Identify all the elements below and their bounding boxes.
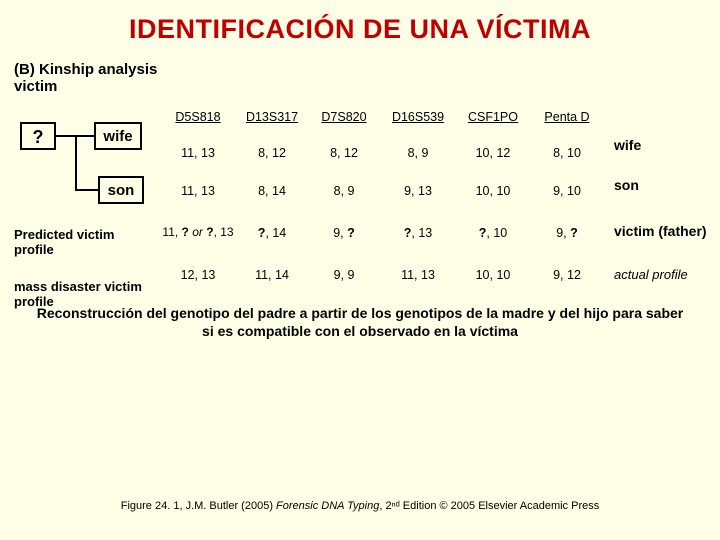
col-header: D16S539 (380, 110, 456, 124)
row-label-right: actual profile (614, 268, 714, 308)
table-cell: 9, 10 (530, 184, 604, 198)
subtitle-line1: (B) Kinship analysis (14, 61, 157, 78)
row-label-right: victim (father) (614, 224, 714, 264)
table-cell: 9, 12 (530, 268, 604, 282)
son-label: son (108, 182, 135, 199)
row-labels-right: wifeson victim (father)actual profile (614, 138, 714, 308)
table-cell: 11, 13 (160, 184, 236, 198)
table-cell: 11, 14 (236, 268, 308, 282)
table-cell: 8, 12 (236, 146, 308, 160)
table-cell: 9, 13 (380, 184, 456, 198)
table-cell: 10, 10 (456, 268, 530, 282)
victim-box: ? (20, 122, 56, 150)
col-header: CSF1PO (456, 110, 530, 124)
footer-text: Reconstrucción del genotipo del padre a … (30, 304, 690, 340)
table-cell: 8, 9 (308, 184, 380, 198)
col-header: Penta D (530, 110, 604, 124)
col-header: D5S818 (160, 110, 236, 124)
row-label-right: son (614, 178, 714, 218)
table-cell: 11, 13 (380, 268, 456, 282)
citation: Figure 24. 1, J.M. Butler (2005) Forensi… (0, 500, 720, 512)
subtitle: (B) Kinship analysis victim (0, 61, 720, 95)
wife-box: wife (94, 122, 142, 150)
table-cell: 11, 13 (160, 146, 236, 160)
col-header: D13S317 (236, 110, 308, 124)
citation-pre: Figure 24. 1, J.M. Butler (2005) (121, 500, 276, 512)
table-cell: 12, 13 (160, 268, 236, 282)
connector-h2 (75, 189, 98, 191)
victim-label: ? (33, 127, 44, 147)
connector-v1 (75, 135, 77, 190)
son-box: son (98, 176, 144, 204)
row-label-right: wife (614, 138, 714, 178)
col-header: D7S820 (308, 110, 380, 124)
table-cell: 9, 9 (308, 268, 380, 282)
table-cell: 8, 14 (236, 184, 308, 198)
table-cell: 11, ? or ?, 13 (160, 226, 236, 239)
table-cell: 8, 9 (380, 146, 456, 160)
pedigree-diagram: ? wife son (20, 100, 160, 240)
wife-label: wife (103, 128, 132, 145)
page-title: IDENTIFICACIÓN DE UNA VÍCTIMA (0, 0, 720, 45)
table-cell: ?, 13 (380, 226, 456, 240)
table-cell: 8, 10 (530, 146, 604, 160)
table-cell: 10, 10 (456, 184, 530, 198)
subtitle-line2: victim (14, 78, 57, 95)
table-cell: 9, ? (530, 226, 604, 240)
table-cell: 10, 12 (456, 146, 530, 160)
citation-post: , 2ⁿᵈ Edition © 2005 Elsevier Academic P… (379, 500, 599, 512)
citation-italic: Forensic DNA Typing (276, 500, 379, 512)
table-cell: 9, ? (308, 226, 380, 240)
table-cell: ?, 10 (456, 226, 530, 240)
label-predicted: Predicted victim profile (14, 228, 149, 258)
table-cell: ?, 14 (236, 226, 308, 240)
table-cell: 8, 12 (308, 146, 380, 160)
